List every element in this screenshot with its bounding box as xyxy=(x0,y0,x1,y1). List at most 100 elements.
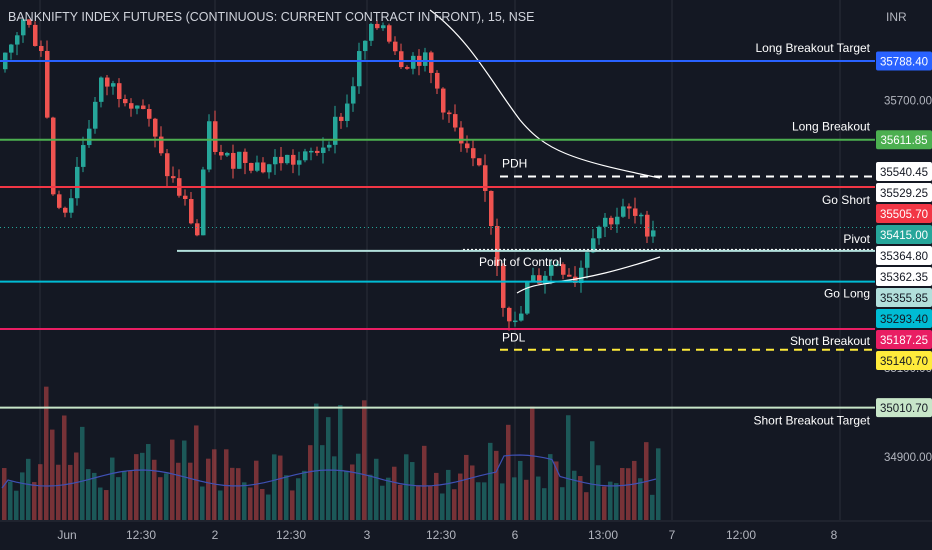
volume-bar xyxy=(80,426,85,520)
volume-bar xyxy=(602,486,607,520)
candle-body xyxy=(33,24,38,46)
price-badge xyxy=(876,309,932,329)
symbol-title: BANKNIFTY INDEX FUTURES (CONTINUOUS: CUR… xyxy=(8,10,535,24)
candle-body xyxy=(309,150,314,153)
volume-bars xyxy=(2,386,661,520)
candle-body xyxy=(381,25,386,29)
volume-bar xyxy=(410,462,415,520)
volume-bar xyxy=(590,441,595,520)
candle-body xyxy=(327,144,332,148)
candle-body xyxy=(429,52,434,73)
candle-body xyxy=(579,267,584,283)
volume-bar xyxy=(176,462,181,520)
price-badge xyxy=(876,267,932,287)
candle-body xyxy=(411,55,416,69)
price-badge xyxy=(876,288,932,308)
candle-body xyxy=(603,217,608,227)
candle-body xyxy=(279,156,284,164)
volume-bar xyxy=(254,460,259,520)
candle-body xyxy=(651,230,656,237)
label-short-breakout-target: Short Breakout Target xyxy=(753,414,870,428)
volume-bar xyxy=(476,482,481,520)
candle-body xyxy=(195,223,200,236)
candle-body xyxy=(645,214,650,237)
volume-bar xyxy=(572,470,577,520)
price-axis-tick: 34900.00 xyxy=(884,452,932,464)
candle-body xyxy=(93,101,98,129)
candle-body xyxy=(627,206,632,209)
volume-bar xyxy=(134,454,139,520)
candle-body xyxy=(405,67,410,69)
time-axis-tick: 12:00 xyxy=(726,528,756,542)
volume-bar xyxy=(434,472,439,520)
candles xyxy=(3,17,656,331)
price-badge-text: 35611.85 xyxy=(880,135,927,147)
volume-bar xyxy=(8,481,13,520)
volume-bar xyxy=(656,448,661,520)
candle-body xyxy=(369,23,374,41)
candle-body xyxy=(399,51,404,68)
candle-body xyxy=(189,199,194,224)
volume-bar xyxy=(584,492,589,520)
candle-body xyxy=(519,313,524,321)
candle-body xyxy=(441,88,446,113)
price-badge xyxy=(876,162,932,182)
candle-body xyxy=(387,25,392,42)
candle-body xyxy=(45,50,50,118)
price-badge-text: 35540.45 xyxy=(880,167,928,179)
candle-body xyxy=(39,45,44,51)
candle-body xyxy=(351,86,356,104)
candle-body xyxy=(201,169,206,236)
label-pivot: Pivot xyxy=(843,232,870,246)
candle-body xyxy=(153,118,158,137)
price-badge xyxy=(876,330,932,350)
candle-body xyxy=(345,103,350,121)
candle-body xyxy=(477,158,482,166)
volume-bar xyxy=(140,452,145,520)
candle-body xyxy=(501,265,506,308)
price-badge-text: 35788.40 xyxy=(880,57,928,69)
volume-bar xyxy=(218,490,223,520)
volume-bar xyxy=(332,456,337,520)
label-long-breakout-target: Long Breakout Target xyxy=(755,41,870,55)
volume-bar xyxy=(272,454,277,520)
volume-bar xyxy=(446,469,451,520)
time-axis-tick: 7 xyxy=(669,528,676,542)
candle-body xyxy=(615,216,620,225)
volume-bar xyxy=(62,415,67,520)
volume-bar xyxy=(428,486,433,520)
volume-bar xyxy=(122,470,127,520)
candle-body xyxy=(531,275,536,283)
candle-body xyxy=(243,151,248,163)
volume-bar xyxy=(518,460,523,520)
candle-body xyxy=(435,72,440,89)
candle-body xyxy=(249,162,254,171)
candle-body xyxy=(585,252,590,268)
volume-bar xyxy=(44,386,49,520)
volume-bar xyxy=(260,489,265,520)
candle-body xyxy=(255,162,260,171)
candle-body xyxy=(393,41,398,52)
candle-body xyxy=(321,147,326,153)
volume-bar xyxy=(14,490,19,520)
volume-bar xyxy=(452,489,457,520)
candle-body xyxy=(69,198,74,213)
volume-bar xyxy=(278,455,283,520)
volume-bar xyxy=(386,477,391,520)
candle-body xyxy=(471,148,476,159)
volume-bar xyxy=(338,405,343,520)
candle-body xyxy=(207,121,212,170)
price-badge xyxy=(876,398,932,418)
price-badge xyxy=(876,51,932,71)
candle-body xyxy=(495,225,500,266)
candle-body xyxy=(285,154,290,164)
volume-bar xyxy=(614,483,619,520)
volume-bar xyxy=(206,458,211,520)
volume-bar xyxy=(98,487,103,520)
volume-bar xyxy=(458,473,463,520)
volume-bar xyxy=(632,460,637,520)
label-pdl: PDL xyxy=(502,331,526,345)
time-axis-tick: 12:30 xyxy=(426,528,456,542)
